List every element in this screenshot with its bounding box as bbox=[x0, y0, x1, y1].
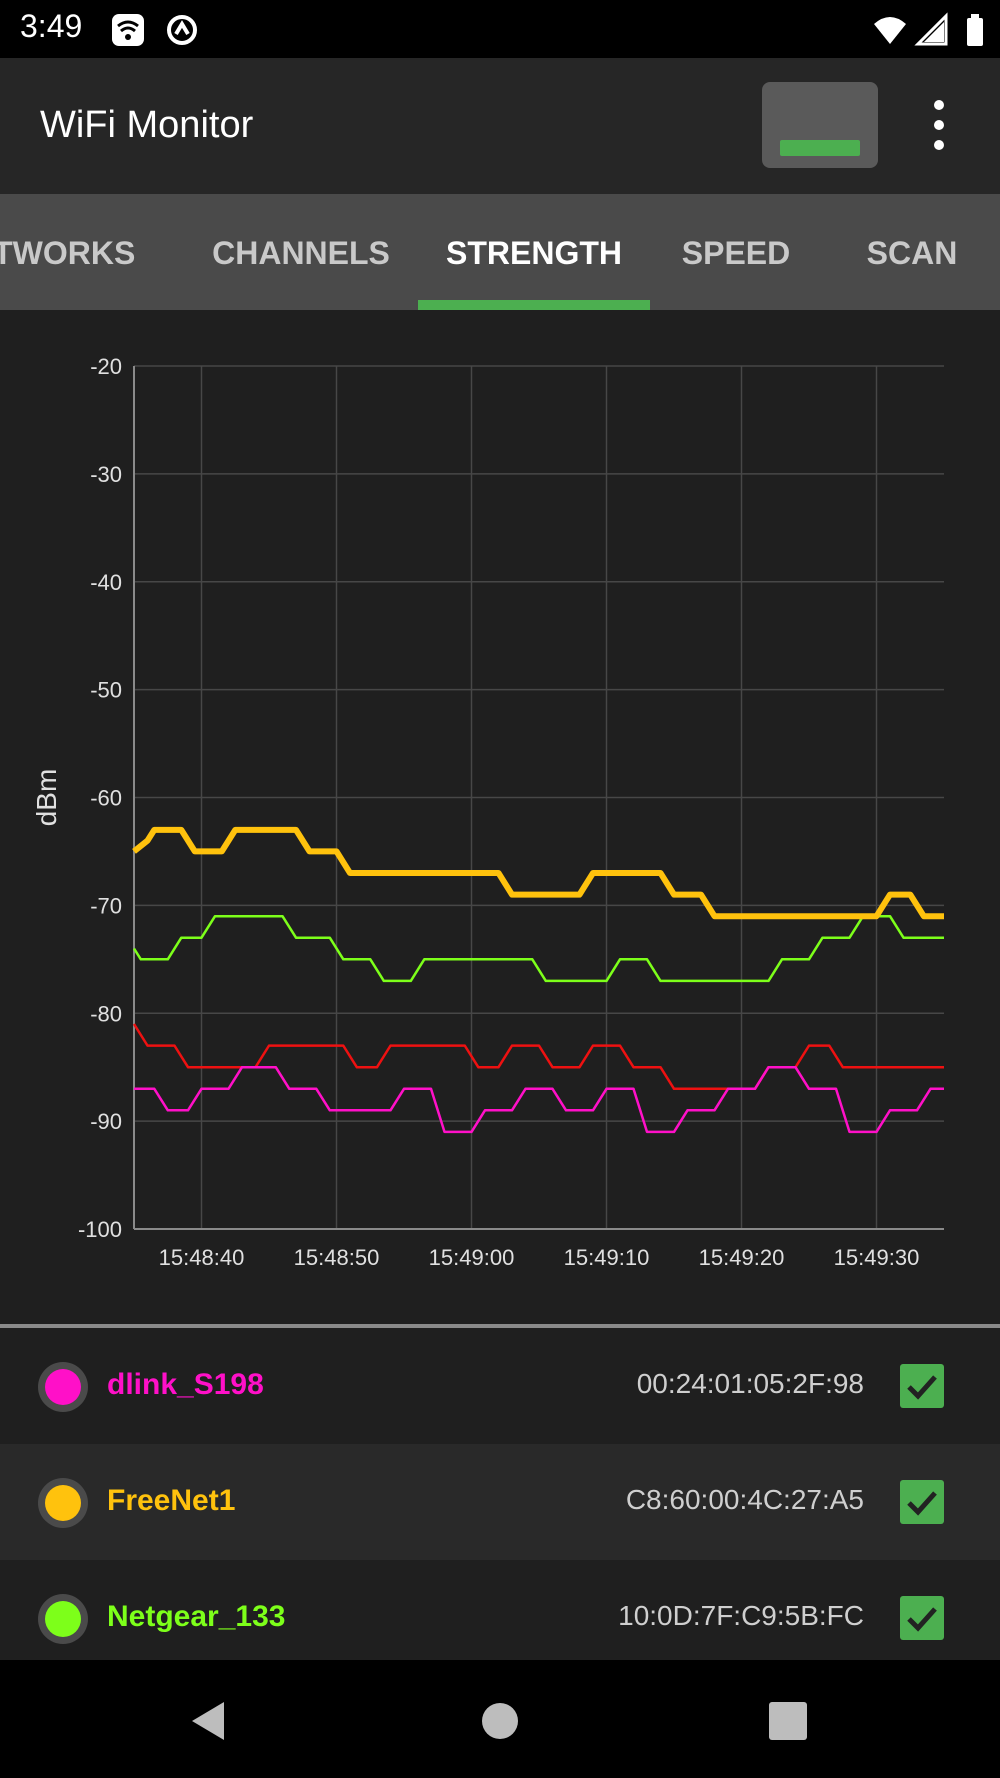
y-tick-label: -70 bbox=[90, 893, 122, 918]
tab-strength[interactable]: STRENGTH bbox=[446, 235, 622, 271]
x-tick-label: 15:49:00 bbox=[429, 1245, 515, 1270]
tab-indicator bbox=[418, 300, 650, 310]
network-name: Netgear_133 bbox=[107, 1600, 286, 1633]
back-icon[interactable] bbox=[184, 1696, 234, 1746]
battery-icon bbox=[967, 14, 983, 46]
y-axis-label: dBm bbox=[31, 769, 62, 827]
strength-chart-svg: -20 -30 -40 -50 -60 -70 -80 -90 -100 15:48:40 15:4… bbox=[31, 354, 944, 1270]
screen-toggle-icon bbox=[780, 140, 860, 156]
strength-chart: -20 -30 -40 -50 -60 -70 -80 -90 -100 15:48:40 15:4… bbox=[0, 310, 1000, 1324]
x-tick-label: 15:49:10 bbox=[564, 1245, 650, 1270]
tab-bar: NETWORKS CHANNELS STRENGTH SPEED SCAN bbox=[0, 194, 1000, 310]
status-time: 3:49 bbox=[20, 8, 83, 44]
y-tick-label: -80 bbox=[90, 1001, 122, 1026]
legend-dot bbox=[38, 1478, 88, 1528]
legend-color-dot bbox=[45, 1369, 81, 1405]
network-name: dlink_S198 bbox=[107, 1368, 264, 1401]
legend-dot bbox=[38, 1362, 88, 1412]
y-tick-label: -40 bbox=[90, 570, 122, 595]
x-tick-label: 15:49:30 bbox=[834, 1245, 920, 1270]
legend-dot bbox=[38, 1594, 88, 1644]
series-line-netgear-133 bbox=[132, 914, 944, 983]
more-vert-icon bbox=[934, 100, 944, 110]
series-line-unnamed bbox=[132, 1023, 944, 1091]
legend-color-dot bbox=[45, 1601, 81, 1637]
cell-signal-icon bbox=[914, 12, 948, 46]
visibility-checkbox[interactable] bbox=[900, 1480, 944, 1524]
more-vert-icon-dot bbox=[934, 120, 944, 130]
visibility-checkbox[interactable] bbox=[900, 1596, 944, 1640]
list-item-freenet[interactable]: FreeNet1 C8:60:00:4C:27:A5 bbox=[0, 1444, 1000, 1560]
y-tick-label: -60 bbox=[90, 786, 122, 811]
more-options-button[interactable] bbox=[918, 98, 962, 154]
y-tick-label: -20 bbox=[90, 354, 122, 379]
list-item-dlink[interactable]: dlink_S198 00:24:01:05:2F:98 bbox=[0, 1328, 1000, 1444]
more-vert-icon-dot bbox=[934, 140, 944, 150]
legend-color-dot bbox=[45, 1485, 81, 1521]
tab-channels[interactable]: CHANNELS bbox=[212, 235, 390, 271]
screen-toggle-button[interactable] bbox=[762, 82, 878, 168]
x-tick-label: 15:49:20 bbox=[699, 1245, 785, 1270]
y-tick-label: -90 bbox=[90, 1109, 122, 1134]
x-tick-label: 15:48:50 bbox=[294, 1245, 380, 1270]
wifi-signal-icon bbox=[874, 17, 906, 44]
series-line-freenet1 bbox=[132, 826, 944, 920]
tab-speed[interactable]: SPEED bbox=[681, 235, 791, 271]
x-tick-label: 15:48:40 bbox=[159, 1245, 245, 1270]
network-mac: 10:0D:7F:C9:5B:FC bbox=[618, 1600, 864, 1631]
network-name: FreeNet1 bbox=[107, 1484, 236, 1517]
status-bar: 3:49 bbox=[0, 0, 1000, 58]
recents-icon[interactable] bbox=[763, 1696, 813, 1746]
tab-networks[interactable]: NETWORKS bbox=[0, 235, 136, 271]
network-mac: 00:24:01:05:2F:98 bbox=[636, 1368, 864, 1399]
app-title: WiFi Monitor bbox=[40, 104, 254, 146]
navigation-bar bbox=[0, 1660, 1000, 1778]
tab-scan[interactable]: SCAN bbox=[866, 235, 958, 271]
network-mac: C8:60:00:4C:27:A5 bbox=[625, 1484, 864, 1515]
home-icon[interactable] bbox=[475, 1696, 525, 1746]
y-tick-label: -100 bbox=[78, 1217, 122, 1242]
series-line-dlink-s198 bbox=[134, 1065, 944, 1134]
y-tick-label: -30 bbox=[90, 462, 122, 487]
app-bar: WiFi Monitor bbox=[0, 58, 1000, 194]
wifi-settings-icon bbox=[112, 14, 144, 46]
y-tick-label: -50 bbox=[90, 678, 122, 703]
visibility-checkbox[interactable] bbox=[900, 1364, 944, 1408]
chart-divider bbox=[0, 1324, 1000, 1328]
list-item-netgear[interactable]: Netgear_133 10:0D:7F:C9:5B:FC bbox=[0, 1560, 1000, 1660]
data-saver-icon bbox=[167, 15, 197, 45]
